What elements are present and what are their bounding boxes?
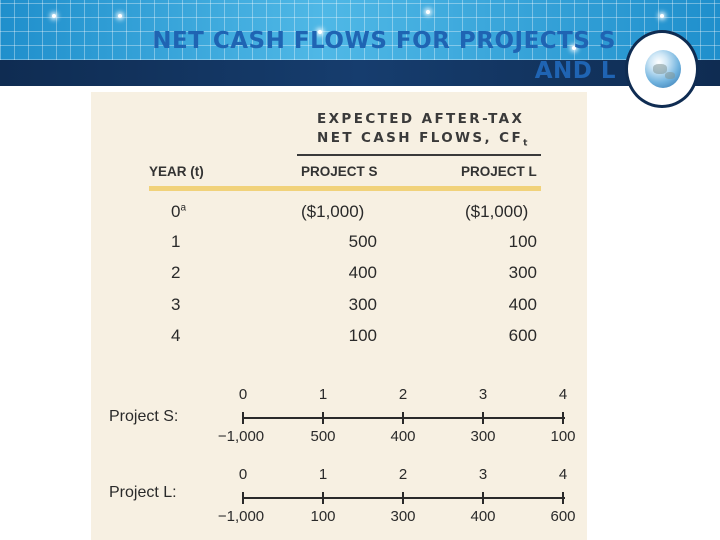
timeline-period: 0 [238, 466, 248, 483]
timeline-axis-project-l [243, 497, 565, 499]
table-super-header: EXPECTED AFTER-TAX NET CASH FLOWS, CFt [317, 111, 528, 149]
sparkle-icon [318, 30, 322, 34]
timeline-period: 4 [558, 466, 568, 483]
timeline-cash-flow: −1,000 [217, 508, 265, 525]
timeline-period: 3 [478, 386, 488, 403]
table-cell-project-l: 400 [508, 295, 537, 314]
timeline-tick [242, 412, 244, 424]
column-header-project-s: PROJECT S [301, 164, 378, 179]
timeline-period: 3 [478, 466, 488, 483]
table-cell-project-s: ($1,000) [301, 202, 365, 221]
timeline-tick [242, 492, 244, 504]
timeline-label-project-l: Project L: [109, 484, 177, 501]
timeline-tick [562, 492, 564, 504]
slide-title: NET CASH FLOWS FOR PROJECTS S AND L [152, 28, 616, 84]
table-cell-year: 3 [171, 295, 181, 314]
header-underline [149, 186, 541, 191]
timeline-cash-flow: 300 [470, 428, 496, 445]
super-header-rule [297, 154, 541, 156]
table-cell-project-s: 500 [348, 232, 377, 251]
header-dark-band [0, 60, 720, 86]
table-cell-year: 0a [171, 202, 187, 221]
timeline-tick [322, 412, 324, 424]
timeline-tick [562, 412, 564, 424]
sparkle-icon [426, 10, 430, 14]
timeline-period: 4 [558, 386, 568, 403]
timeline-cash-flow: 300 [390, 508, 416, 525]
timeline-period: 2 [398, 466, 408, 483]
table-cell-project-l: 600 [508, 326, 537, 345]
timeline-cash-flow: 400 [390, 428, 416, 445]
table-cell-year: 2 [171, 263, 181, 282]
table-cell-project-s: 100 [348, 326, 377, 345]
timeline-axis-project-s [243, 417, 565, 419]
timeline-cash-flow: 100 [550, 428, 576, 445]
slide-header [0, 0, 720, 88]
table-cell-project-s: 400 [348, 263, 377, 282]
timeline-cash-flow: −1,000 [217, 428, 265, 445]
sparkle-icon [118, 14, 122, 18]
sparkle-icon [660, 14, 664, 18]
timeline-label-project-s: Project S: [109, 408, 179, 425]
timeline-cash-flow: 600 [550, 508, 576, 525]
table-cell-project-l: ($1,000) [465, 202, 529, 221]
column-header-project-l: PROJECT L [461, 164, 537, 179]
globe-icon [645, 50, 681, 88]
column-header-year: YEAR (t) [149, 164, 204, 179]
table-cell-project-l: 300 [508, 263, 537, 282]
timeline-tick [402, 492, 404, 504]
timeline-tick [482, 412, 484, 424]
timeline-period: 0 [238, 386, 248, 403]
timeline-period: 1 [318, 386, 328, 403]
timeline-cash-flow: 500 [310, 428, 336, 445]
timeline-cash-flow: 100 [310, 508, 336, 525]
header-grid-background [0, 0, 720, 60]
sparkle-icon [572, 46, 576, 50]
timeline-period: 1 [318, 466, 328, 483]
table-cell-project-l: 100 [508, 232, 537, 251]
table-cell-year: 4 [171, 326, 181, 345]
timeline-tick [402, 412, 404, 424]
cash-flow-figure: EXPECTED AFTER-TAX NET CASH FLOWS, CFt Y… [91, 92, 587, 540]
timeline-period: 2 [398, 386, 408, 403]
timeline-cash-flow: 400 [470, 508, 496, 525]
sparkle-icon [52, 14, 56, 18]
timeline-tick [482, 492, 484, 504]
table-cell-year: 1 [171, 232, 181, 251]
table-cell-project-s: 300 [348, 295, 377, 314]
timeline-tick [322, 492, 324, 504]
